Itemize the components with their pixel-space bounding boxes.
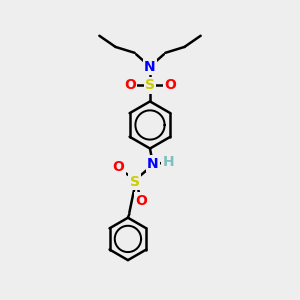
Text: N: N bbox=[147, 157, 159, 171]
Text: O: O bbox=[164, 78, 176, 92]
Text: S: S bbox=[130, 175, 140, 188]
Text: O: O bbox=[112, 160, 124, 174]
Text: H: H bbox=[162, 155, 174, 170]
Text: S: S bbox=[145, 78, 155, 92]
Text: O: O bbox=[124, 78, 136, 92]
Text: N: N bbox=[144, 60, 156, 74]
Text: O: O bbox=[135, 194, 147, 208]
